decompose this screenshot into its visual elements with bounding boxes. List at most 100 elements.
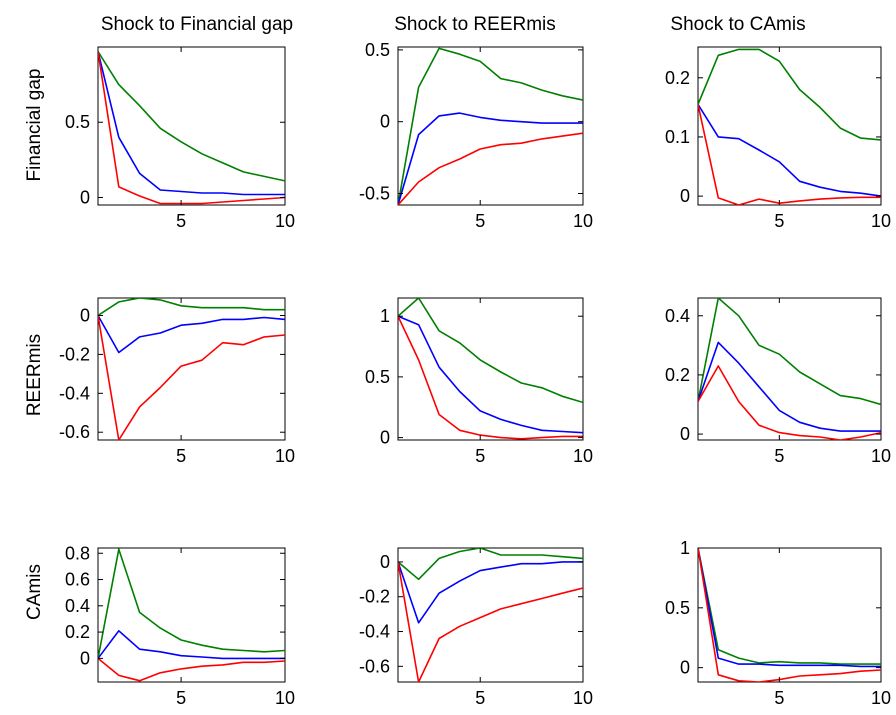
median-band-line bbox=[398, 561, 583, 624]
lower-band-line bbox=[98, 315, 285, 440]
column-title-financial-gap-shock: Shock to Financial gap bbox=[101, 14, 293, 35]
y-tick-label: -0.5 bbox=[359, 184, 390, 204]
y-tick-label: 0 bbox=[80, 187, 90, 207]
panel-r1-c1: 5 10 0 0.5 bbox=[65, 46, 295, 231]
column-title-reermis-shock: Shock to REERmis bbox=[394, 14, 556, 35]
x-tick-label: 5 bbox=[176, 211, 186, 231]
y-tick-label: 0 bbox=[380, 112, 390, 132]
y-tick-label: 0.5 bbox=[365, 40, 390, 60]
panel-r1-c3: 5 10 0 0.1 0.2 bbox=[665, 46, 891, 231]
series-group bbox=[698, 548, 881, 682]
y-tick-label: 0 bbox=[680, 424, 690, 444]
axes-frame bbox=[97, 547, 286, 683]
median-band-line bbox=[98, 629, 285, 660]
series-group bbox=[98, 51, 285, 205]
x-tick-label: 10 bbox=[871, 446, 891, 466]
y-tick-label: 0 bbox=[680, 186, 690, 206]
column-title-camis-shock: Shock to CAmis bbox=[670, 14, 805, 35]
axes-frame bbox=[697, 46, 882, 206]
axes-frame bbox=[97, 297, 286, 441]
lower-band-line bbox=[698, 365, 881, 440]
x-tick-label: 10 bbox=[275, 446, 295, 466]
x-tick-label: 5 bbox=[774, 211, 784, 231]
x-tick-label: 5 bbox=[774, 446, 784, 466]
lower-band-line bbox=[698, 104, 881, 205]
upper-band-line bbox=[398, 47, 583, 205]
x-tick-label: 5 bbox=[475, 446, 485, 466]
y-tick-label: 0.4 bbox=[65, 596, 90, 616]
median-band-line bbox=[698, 103, 881, 197]
x-tick-label: 10 bbox=[275, 688, 295, 708]
y-tick-label: 0.1 bbox=[665, 127, 690, 147]
series-group bbox=[698, 298, 881, 440]
x-tick-label: 5 bbox=[475, 688, 485, 708]
x-tick-label: 10 bbox=[573, 688, 593, 708]
panel-r2-c3: 5 10 0 0.2 0.4 bbox=[665, 297, 891, 466]
median-band-line bbox=[98, 315, 285, 354]
lower-band-line bbox=[398, 132, 583, 205]
y-tick-label: -0.4 bbox=[59, 383, 90, 403]
x-tick-label: 10 bbox=[871, 211, 891, 231]
y-tick-label: -0.6 bbox=[359, 656, 390, 676]
median-band-line bbox=[98, 51, 285, 196]
row-label-reermis: REERmis bbox=[24, 334, 45, 416]
y-tick-label: 0 bbox=[680, 658, 690, 678]
x-tick-label: 5 bbox=[475, 211, 485, 231]
row-label-financial-gap: Financial gap bbox=[24, 68, 45, 181]
upper-band-line bbox=[398, 548, 583, 581]
upper-band-line bbox=[698, 298, 881, 406]
median-band-line bbox=[398, 112, 583, 205]
axes-frame bbox=[97, 46, 286, 206]
panel-r3-c3: 5 10 0 0.5 1 bbox=[665, 538, 891, 708]
series-group bbox=[98, 548, 285, 682]
upper-band-line bbox=[98, 548, 285, 659]
upper-band-line bbox=[98, 298, 285, 317]
series-group bbox=[98, 298, 285, 440]
row-label-camis: CAmis bbox=[24, 564, 45, 620]
series-group bbox=[698, 48, 881, 205]
y-tick-label: 0.8 bbox=[65, 543, 90, 563]
y-tick-label: -0.4 bbox=[359, 622, 390, 642]
y-tick-label: 0.2 bbox=[65, 622, 90, 642]
x-tick-label: 10 bbox=[275, 211, 295, 231]
median-band-line bbox=[698, 548, 881, 668]
y-tick-label: 0.4 bbox=[665, 306, 690, 326]
y-tick-label: 0.5 bbox=[65, 112, 90, 132]
median-band-line bbox=[398, 315, 583, 434]
upper-band-line bbox=[98, 51, 285, 182]
lower-band-line bbox=[398, 315, 583, 440]
series-group bbox=[398, 548, 583, 682]
lower-band-line bbox=[98, 51, 285, 205]
panel-r1-c2: 5 10 -0.5 0 0.5 bbox=[359, 40, 593, 231]
y-tick-label: -0.2 bbox=[359, 587, 390, 607]
y-tick-label: 0.5 bbox=[665, 598, 690, 618]
upper-band-line bbox=[398, 298, 583, 404]
lower-band-line bbox=[398, 561, 583, 682]
panel-r2-c2: 5 10 0 0.5 1 bbox=[365, 297, 593, 466]
y-tick-label: -0.2 bbox=[59, 344, 90, 364]
lower-band-line bbox=[698, 548, 881, 682]
y-tick-label: 0 bbox=[80, 306, 90, 326]
series-group bbox=[398, 47, 583, 205]
y-tick-label: 0 bbox=[380, 552, 390, 572]
x-tick-label: 5 bbox=[774, 688, 784, 708]
median-band-line bbox=[698, 341, 881, 432]
y-tick-label: -0.6 bbox=[59, 422, 90, 442]
series-group bbox=[398, 298, 583, 440]
y-tick-label: 0.2 bbox=[665, 365, 690, 385]
lower-band-line bbox=[98, 657, 285, 682]
y-tick-label: 1 bbox=[680, 538, 690, 558]
axes-frame bbox=[697, 297, 882, 441]
panel-r3-c2: 5 10 -0.6 -0.4 -0.2 0 bbox=[359, 547, 593, 708]
y-tick-label: 0 bbox=[380, 428, 390, 448]
y-tick-label: 0.2 bbox=[665, 68, 690, 88]
axes-frame bbox=[697, 547, 882, 683]
axes-frame bbox=[397, 297, 584, 441]
x-tick-label: 5 bbox=[176, 688, 186, 708]
x-tick-label: 10 bbox=[573, 446, 593, 466]
upper-band-line bbox=[698, 48, 881, 141]
panel-r3-c1: 5 10 0 0.2 0.4 0.6 0.8 bbox=[65, 543, 295, 708]
x-tick-label: 5 bbox=[176, 446, 186, 466]
y-tick-label: 1 bbox=[380, 306, 390, 326]
